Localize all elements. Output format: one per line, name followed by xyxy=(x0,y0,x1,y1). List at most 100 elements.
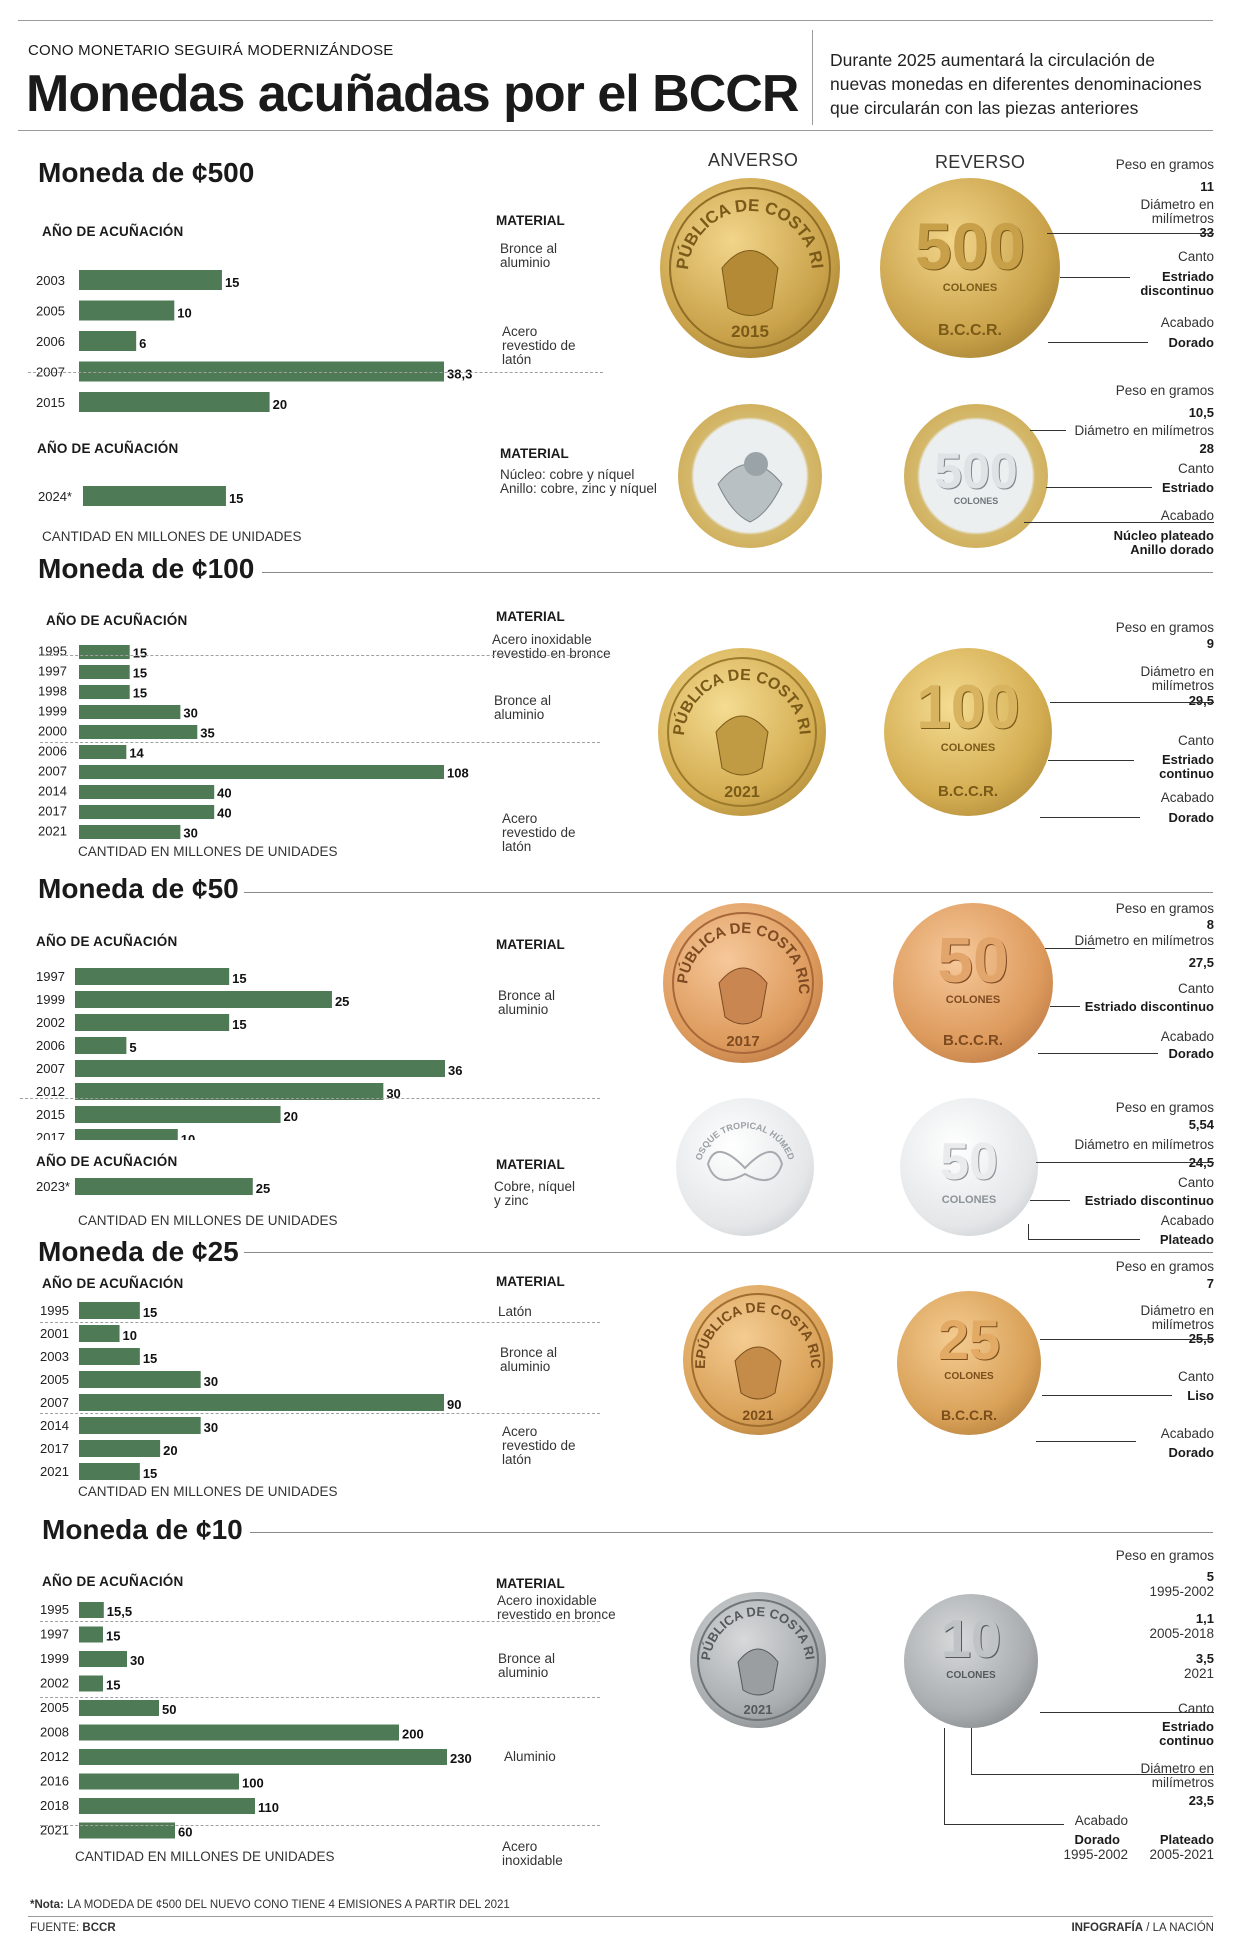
acabado-leader-v xyxy=(944,1728,945,1824)
canto-leader xyxy=(1048,760,1134,761)
quantity-note: CANTIDAD EN MILLONES DE UNIDADES xyxy=(75,1849,335,1864)
year-tick-label: 2002 xyxy=(40,1676,69,1691)
peso-label: Peso en gramos xyxy=(1115,620,1214,635)
credit-rest: / LA NACIÓN xyxy=(1146,1922,1214,1934)
canto-leader xyxy=(1030,1200,1070,1201)
bar xyxy=(79,300,175,321)
source-value: BCCR xyxy=(82,1922,116,1934)
year-heading: AÑO DE ACUÑACIÓN xyxy=(42,1276,184,1291)
year-tick-label: 1997 xyxy=(38,664,67,679)
bar-value-label: 15 xyxy=(232,1017,246,1032)
bar xyxy=(79,331,137,351)
bar-value-label: 38,3 xyxy=(447,367,472,382)
material-label: Bronce al aluminio xyxy=(498,1651,556,1680)
year-tick-label: 1999 xyxy=(38,704,67,719)
bar-value-label: 15 xyxy=(106,1629,120,1644)
bar-value-label: 230 xyxy=(450,1751,472,1766)
credit: INFOGRAFÍA / LA NACIÓN xyxy=(1060,1922,1214,1934)
bar-value-label: 20 xyxy=(163,1443,177,1458)
acabado-leader xyxy=(1040,817,1140,818)
peso-value: 11 xyxy=(1200,179,1214,194)
year-tick-label: 2007 xyxy=(40,1395,69,1410)
diametro-value: 27,5 xyxy=(1188,955,1214,970)
acabado-years: 1995-2002 xyxy=(1063,1847,1128,1862)
coin-value: 50 xyxy=(937,924,1009,996)
bar-chart-svg: 2024* 15 xyxy=(38,486,243,506)
bar-value-label: 100 xyxy=(242,1776,264,1791)
acabado-label: Acabado xyxy=(1160,1426,1214,1441)
bar xyxy=(79,1602,104,1618)
bar-value-label: 15,5 xyxy=(107,1604,132,1619)
coin-colones: COLONES xyxy=(941,1194,997,1206)
bar-value-label: 90 xyxy=(447,1397,461,1412)
bar xyxy=(79,270,222,290)
material-label: Acero revestido de latón xyxy=(502,1424,576,1467)
material-label: Acero revestido de latón xyxy=(502,324,576,367)
coin-50-anverso: REPÚBLICA DE COSTA RICA 2017 xyxy=(658,890,823,1063)
year-tick-label: 2021 xyxy=(40,1823,69,1838)
diametro-label: Diámetro en milímetros xyxy=(1074,423,1214,438)
bar-value-label: 25 xyxy=(256,1181,270,1196)
coin-50-2023-anverso-art: BOSQUE TROPICAL HÚMEDO xyxy=(672,1090,797,1182)
year-tick-label: 2005 xyxy=(40,1700,69,1715)
bar xyxy=(79,765,444,779)
bar xyxy=(75,1178,253,1195)
bar-chart-10: 1995 15,5 1997 15 1999 30 2002 15 2005 50 2008 200 2… xyxy=(0,0,620,1880)
year-tick-label: 2015 xyxy=(36,395,65,410)
canto-leader xyxy=(1050,1006,1080,1007)
bar-value-label: 30 xyxy=(130,1653,144,1668)
canto-label: Canto xyxy=(1177,1369,1214,1384)
bar xyxy=(79,392,270,412)
bar xyxy=(79,1749,447,1765)
coin-colones: COLONES xyxy=(942,282,998,294)
year-tick-label: 2007 xyxy=(38,764,67,779)
year-tick-label: 2012 xyxy=(40,1749,69,1764)
bar xyxy=(79,1651,127,1667)
section-title-50: Moneda de ¢50 xyxy=(38,873,239,904)
coin-100-anverso: REPÚBLICA DE COSTA RICA 2021 xyxy=(652,635,826,816)
acabado-line: Anillo dorado xyxy=(1130,542,1214,557)
footer-rule xyxy=(28,1916,1213,1917)
material-heading: MATERIAL xyxy=(496,1274,565,1289)
material-heading: MATERIAL xyxy=(496,213,565,228)
material-heading: MATERIAL xyxy=(496,1157,565,1172)
coin-50-reverso: 50 COLONES B.C.C.R. xyxy=(893,903,1053,1063)
year-tick-label: 2015 xyxy=(36,1107,65,1122)
canto-label: Canto xyxy=(1177,1701,1214,1716)
year-heading: AÑO DE ACUÑACIÓN xyxy=(42,224,184,239)
year-tick-label: 1997 xyxy=(40,1627,69,1642)
svg-text:BOSQUE TROPICAL HÚMEDO: BOSQUE TROPICAL HÚMEDO xyxy=(676,1098,797,1162)
coin-value: 500 xyxy=(934,443,1018,499)
period-divider xyxy=(20,1098,600,1099)
peso-years: 1995-2002 xyxy=(1149,1584,1214,1599)
year-tick-label: 2017 xyxy=(38,804,67,819)
bar-value-label: 60 xyxy=(178,1825,192,1840)
bar xyxy=(75,1037,127,1054)
peso-value: 5 xyxy=(1206,1569,1214,1584)
material-label: Cobre, níquel y zinc xyxy=(494,1179,576,1208)
peso-value: 3,5 xyxy=(1195,1651,1214,1666)
bar-chart-100: 1995 15 1997 15 1998 15 1999 30 2000 35 2006 14 2007… xyxy=(0,0,620,860)
bar-chart-svg: 1995 15,5 1997 15 1999 30 2002 15 2005 50 2008 200 2… xyxy=(40,1602,472,1840)
year-tick-label: 2023* xyxy=(36,1179,70,1194)
coin-25-anverso-art: REPÚBLICA DE COSTA RICA xyxy=(678,1272,825,1427)
year-heading: AÑO DE ACUÑACIÓN xyxy=(37,441,179,456)
coin-value: 500 xyxy=(914,209,1026,283)
material-label: Acero inoxidable revestido en bronce xyxy=(497,1593,616,1622)
bar xyxy=(79,1417,201,1434)
year-tick-label: 2014 xyxy=(38,784,67,799)
year-tick-label: 2002 xyxy=(36,1015,65,1030)
acabado-leader-v xyxy=(1028,1224,1029,1239)
diametro-value: 28 xyxy=(1199,441,1214,456)
material-label: Acero inoxidable xyxy=(502,1839,563,1868)
period-divider xyxy=(28,372,603,373)
bar xyxy=(79,805,215,819)
coin-50-anverso-art: REPÚBLICA DE COSTA RICA xyxy=(658,890,814,1054)
year-tick-label: 2014 xyxy=(40,1418,69,1433)
intro-line: Durante 2025 aumentará la circulación de xyxy=(830,50,1155,70)
coin-50-2023-reverso: 50 COLONES xyxy=(900,1098,1038,1236)
coin-500-anverso-art: REPÚBLICA DE COSTA RICA xyxy=(654,163,831,349)
diametro-leader xyxy=(1050,702,1214,703)
year-tick-label: 2017 xyxy=(36,1130,65,1140)
diametro-leader xyxy=(1030,430,1066,431)
